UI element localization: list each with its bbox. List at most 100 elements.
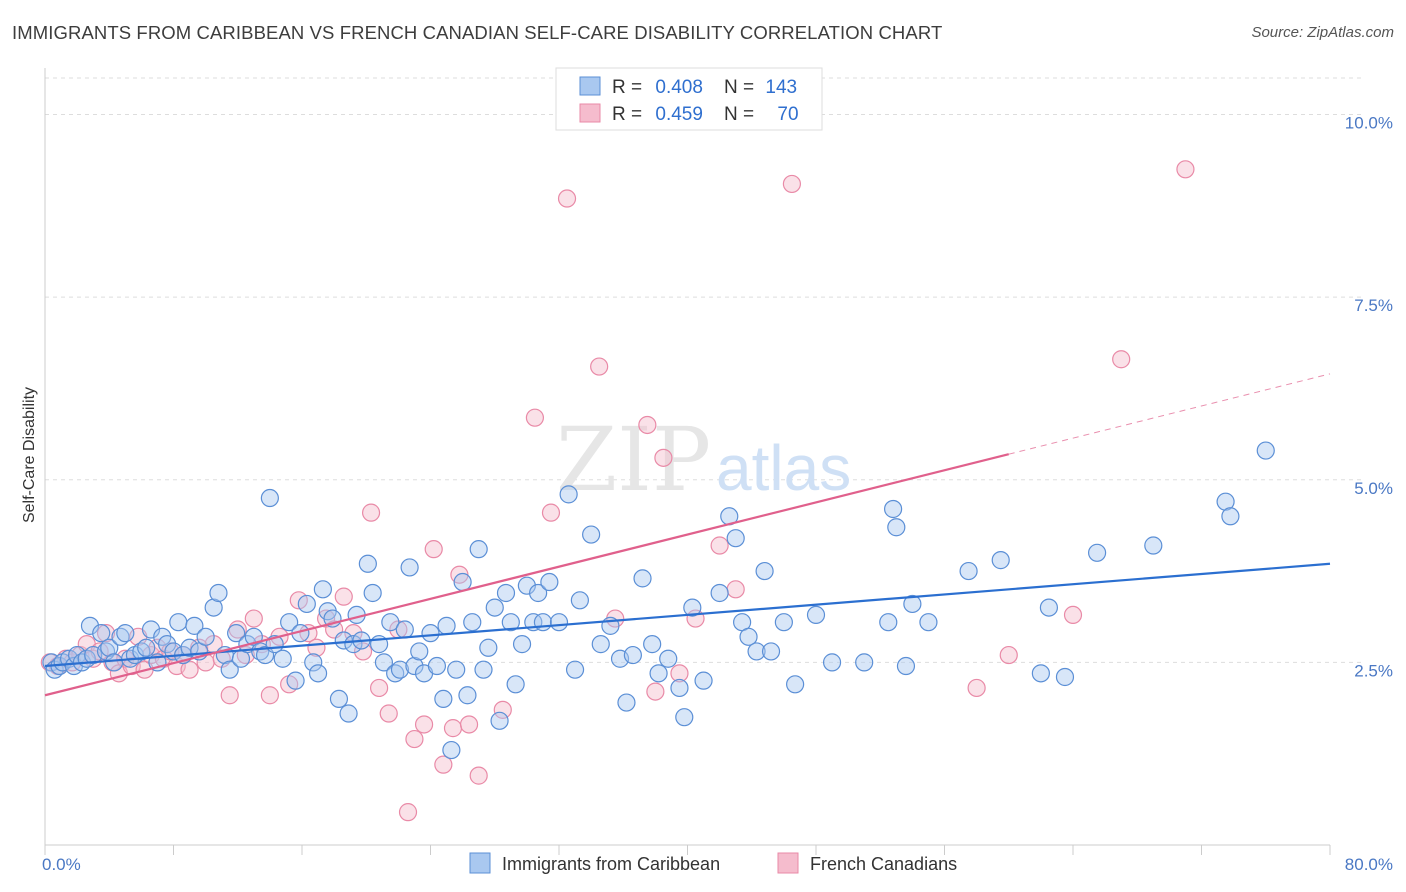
french-canadians-point xyxy=(459,715,479,734)
caribbean-point xyxy=(1039,598,1059,617)
caribbean-point xyxy=(533,613,553,632)
french-canadians-point xyxy=(710,536,729,555)
caribbean-point xyxy=(1144,536,1163,555)
caribbean-point xyxy=(227,624,246,643)
stats-n-label-2: N = xyxy=(724,104,759,125)
caribbean-point xyxy=(313,580,332,599)
gridlines xyxy=(45,77,1365,663)
french-canadians-point xyxy=(541,503,561,522)
caribbean-point xyxy=(496,583,516,603)
caribbean-point xyxy=(591,635,610,654)
y-tick-labels: 2.5% 5.0% 7.5% 10.0% xyxy=(1345,114,1393,681)
french-canadians-trend-extension xyxy=(1008,373,1331,455)
caribbean-point xyxy=(453,572,472,592)
caribbean-points xyxy=(42,441,1275,760)
stats-legend-pink-swatch xyxy=(579,103,601,123)
caribbean-point xyxy=(421,624,440,643)
caribbean-point xyxy=(374,653,394,672)
caribbean-point xyxy=(1055,667,1075,687)
caribbean-point xyxy=(458,686,477,705)
french-canadians-point xyxy=(424,540,443,559)
caribbean-point xyxy=(675,708,694,727)
caribbean-point xyxy=(220,660,239,679)
caribbean-point xyxy=(959,561,978,581)
caribbean-point xyxy=(670,678,689,698)
stats-n-value-2: 70 xyxy=(777,104,798,125)
caribbean-point xyxy=(100,638,119,657)
caribbean-point xyxy=(919,613,938,632)
caribbean-point xyxy=(363,583,382,603)
caribbean-point xyxy=(490,711,509,730)
caribbean-point xyxy=(726,529,745,548)
french-canadians-point xyxy=(1063,605,1083,625)
french-canadians-point xyxy=(967,678,986,698)
stats-r-label-1: R = xyxy=(612,77,647,98)
caribbean-point xyxy=(137,638,156,657)
stats-legend-blue-swatch xyxy=(579,76,601,96)
french-canadians-point xyxy=(646,682,665,701)
french-canadians-point xyxy=(443,719,463,738)
french-canadians-point xyxy=(361,503,381,522)
y-tick-label: 5.0% xyxy=(1354,479,1393,498)
caribbean-point xyxy=(80,616,100,635)
svg-text:R = 0.408: R = 0.408 xyxy=(612,77,703,98)
caribbean-point xyxy=(185,616,204,635)
french-canadians-point xyxy=(525,408,545,427)
french-canadians-point xyxy=(782,174,802,194)
watermark-atlas: atlas xyxy=(716,432,851,504)
caribbean-point xyxy=(559,485,578,504)
stats-r-value-1: 0.408 xyxy=(655,77,703,98)
stats-n-value-1: 143 xyxy=(765,77,797,98)
caribbean-point xyxy=(273,649,292,668)
caribbean-point xyxy=(447,660,466,679)
french-canadians-point xyxy=(260,686,279,705)
french-canadians-point xyxy=(434,755,453,774)
caribbean-point xyxy=(485,598,504,617)
caribbean-point xyxy=(434,689,453,709)
watermark: ZIP atlas xyxy=(556,408,851,511)
caribbean-point xyxy=(855,653,874,672)
caribbean-point xyxy=(517,576,536,595)
caribbean-point xyxy=(501,613,520,632)
legend-french-canadians-label: French Canadians xyxy=(810,854,957,874)
caribbean-point xyxy=(879,613,898,632)
caribbean-point xyxy=(427,656,447,676)
caribbean-point xyxy=(390,660,410,679)
french-canadians-point xyxy=(638,415,657,435)
caribbean-point xyxy=(204,598,223,617)
caribbean-point xyxy=(565,660,585,679)
caribbean-point xyxy=(786,675,805,694)
stats-legend: R = 0.408 N = 143 R = 0.459 N = 70 xyxy=(555,67,823,131)
x-tick-label-min: 0.0% xyxy=(42,855,81,874)
caribbean-point xyxy=(209,583,228,603)
caribbean-point xyxy=(633,569,652,588)
caribbean-point xyxy=(694,671,713,690)
french-canadians-point xyxy=(96,624,116,643)
caribbean-point xyxy=(623,645,642,665)
caribbean-point xyxy=(304,653,323,672)
caribbean-point xyxy=(1216,492,1235,511)
french-canadians-point xyxy=(557,189,577,208)
watermark-zip: ZIP xyxy=(556,408,711,511)
french-canadians-point xyxy=(398,803,418,822)
caribbean-point xyxy=(463,613,482,632)
french-canadians-point xyxy=(220,686,239,705)
caribbean-point xyxy=(141,620,161,639)
caribbean-point xyxy=(1221,507,1240,526)
legend-caribbean-swatch xyxy=(469,852,491,874)
caribbean-point xyxy=(381,613,400,632)
caribbean-point xyxy=(442,740,461,760)
caribbean-point xyxy=(280,613,299,632)
caribbean-point xyxy=(1256,441,1275,460)
caribbean-point xyxy=(405,656,424,676)
caribbean-point xyxy=(896,656,916,676)
caribbean-point xyxy=(506,675,525,694)
caribbean-point xyxy=(157,635,177,654)
svg-text:N = 70: N = 70 xyxy=(724,104,799,125)
caribbean-point xyxy=(437,616,456,635)
caribbean-point xyxy=(286,671,305,690)
caribbean-point xyxy=(617,693,636,712)
stats-n-label-1: N = xyxy=(724,77,759,98)
caribbean-point xyxy=(169,613,188,632)
caribbean-point xyxy=(582,525,601,544)
